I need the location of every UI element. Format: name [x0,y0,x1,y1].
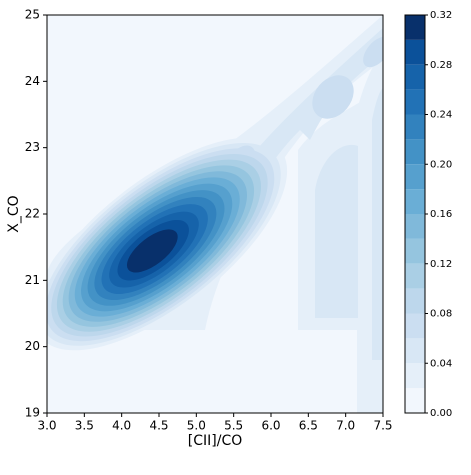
colorbar-tick-label: 0.28 [430,60,452,71]
x-tick-label: 7.0 [336,419,355,433]
colorbar-band [405,238,425,264]
colorbar-band [405,114,425,140]
y-tick-label: 21 [25,273,40,287]
colorbar-band [405,313,425,339]
colorbar-tick-label: 0.16 [430,209,452,220]
contour-band [315,144,358,318]
colorbar-tick-label: 0.24 [430,110,452,121]
y-tick-label: 20 [25,339,40,353]
colorbar-tick-label: 0.04 [430,358,452,369]
x-tick-label: 3.5 [75,419,94,433]
x-tick-label: 5.0 [187,419,206,433]
x-tick-label: 6.5 [299,419,318,433]
colorbar-tick-label: 0.08 [430,309,452,320]
colorbar-tick-label: 0.20 [430,159,452,170]
y-tick-label: 19 [25,406,40,420]
colorbar-tick-label: 0.12 [430,259,452,270]
colorbar-band [405,15,425,40]
colorbar-band [405,288,425,314]
colorbar-tick-label: 0.32 [430,10,452,21]
contour-band [126,229,178,273]
colorbar-band [405,189,425,214]
y-axis-label: X_CO [6,195,22,232]
colorbar-tick-label: 0.00 [430,408,452,419]
contour-band [312,75,354,119]
y-tick-label: 23 [25,140,40,154]
colorbar-band [405,338,425,364]
plot-area [47,15,383,413]
x-tick-label: 4.5 [149,419,168,433]
y-tick-label: 22 [25,207,40,221]
x-tick-label: 5.5 [224,419,243,433]
colorbar-band [405,39,425,65]
y-tick-label: 25 [25,8,40,22]
contour-band [372,88,383,360]
y-tick-label: 24 [25,74,40,88]
colorbar-band [405,64,425,90]
colorbar-band [405,89,425,115]
x-tick-label: 7.5 [373,419,392,433]
colorbar-band [405,263,425,289]
colorbar-band [405,139,425,165]
contour-band [363,36,383,68]
x-tick-label: 4.0 [112,419,131,433]
colorbar-band [405,214,425,239]
colorbar-band [405,388,425,413]
x-tick-label: 6.0 [261,419,280,433]
x-axis-label: [CII]/CO [188,433,242,449]
x-tick-label: 3.0 [37,419,56,433]
colorbar-band [405,164,425,190]
colorbar-band [405,363,425,389]
